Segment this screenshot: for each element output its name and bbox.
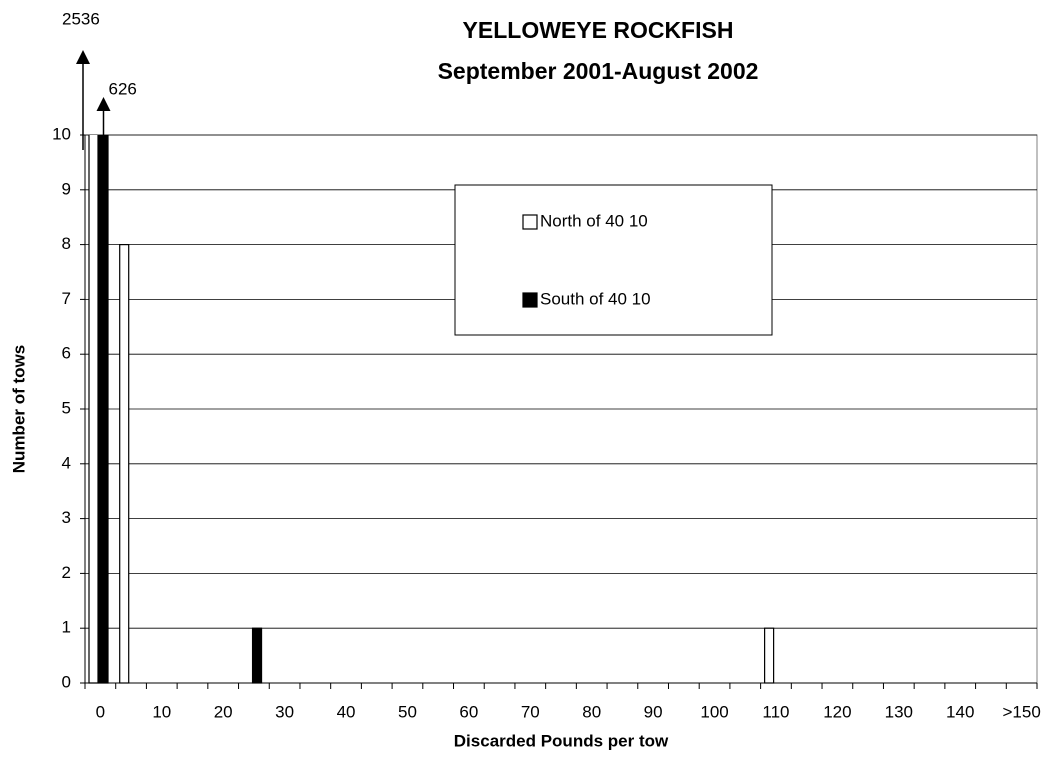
x-tick-label: 0: [96, 702, 105, 721]
y-tick-label: 8: [62, 234, 71, 253]
bars: [88, 135, 775, 684]
y-tick-label: 7: [62, 289, 71, 308]
legend-swatch: [522, 292, 538, 308]
x-tick-label: 110: [762, 702, 789, 721]
y-tick-label: 6: [62, 344, 71, 363]
x-tick-label: 50: [398, 702, 417, 721]
bar: [764, 627, 775, 684]
x-tick-label: 90: [644, 702, 663, 721]
legend-label: North of 40 10: [540, 211, 648, 230]
value-label: 2536: [62, 9, 100, 28]
x-tick-label: 80: [582, 702, 601, 721]
x-tick-label: 20: [214, 702, 233, 721]
x-tick-label: 120: [823, 702, 851, 721]
x-tick-label: 10: [152, 702, 171, 721]
y-tick-label: 5: [62, 398, 71, 417]
y-tick-label: 4: [62, 453, 71, 472]
y-axis-title: Number of tows: [9, 345, 28, 473]
bar: [119, 244, 130, 684]
overflow-arrowhead: [76, 50, 90, 64]
value-label: 626: [109, 79, 137, 98]
x-tick-label: 70: [521, 702, 540, 721]
x-tick-label: >150: [1002, 702, 1040, 721]
x-tick-label: 140: [946, 702, 974, 721]
y-tick-label: 9: [62, 179, 71, 198]
y-tick-label: 10: [52, 124, 71, 143]
chart-title: YELLOWEYE ROCKFISH: [463, 17, 734, 43]
x-tick-label: 60: [459, 702, 478, 721]
legend-label: South of 40 10: [540, 289, 651, 308]
y-tick-label: 1: [62, 618, 71, 637]
x-tick-label: 100: [700, 702, 728, 721]
overflow-arrowhead: [96, 97, 111, 111]
y-tick-label: 2: [62, 563, 71, 582]
x-tick-label: 40: [337, 702, 356, 721]
y-tick-label: 0: [62, 672, 71, 691]
bar: [88, 135, 99, 684]
legend-box: [454, 184, 773, 336]
bar: [98, 135, 109, 684]
x-tick-label: 130: [885, 702, 913, 721]
legend-swatch: [522, 214, 538, 230]
y-tick-label: 3: [62, 508, 71, 527]
x-axis-title: Discarded Pounds per tow: [454, 731, 669, 750]
x-tick-label: 30: [275, 702, 294, 721]
chart-subtitle: September 2001-August 2002: [438, 58, 759, 84]
bar: [251, 627, 263, 684]
